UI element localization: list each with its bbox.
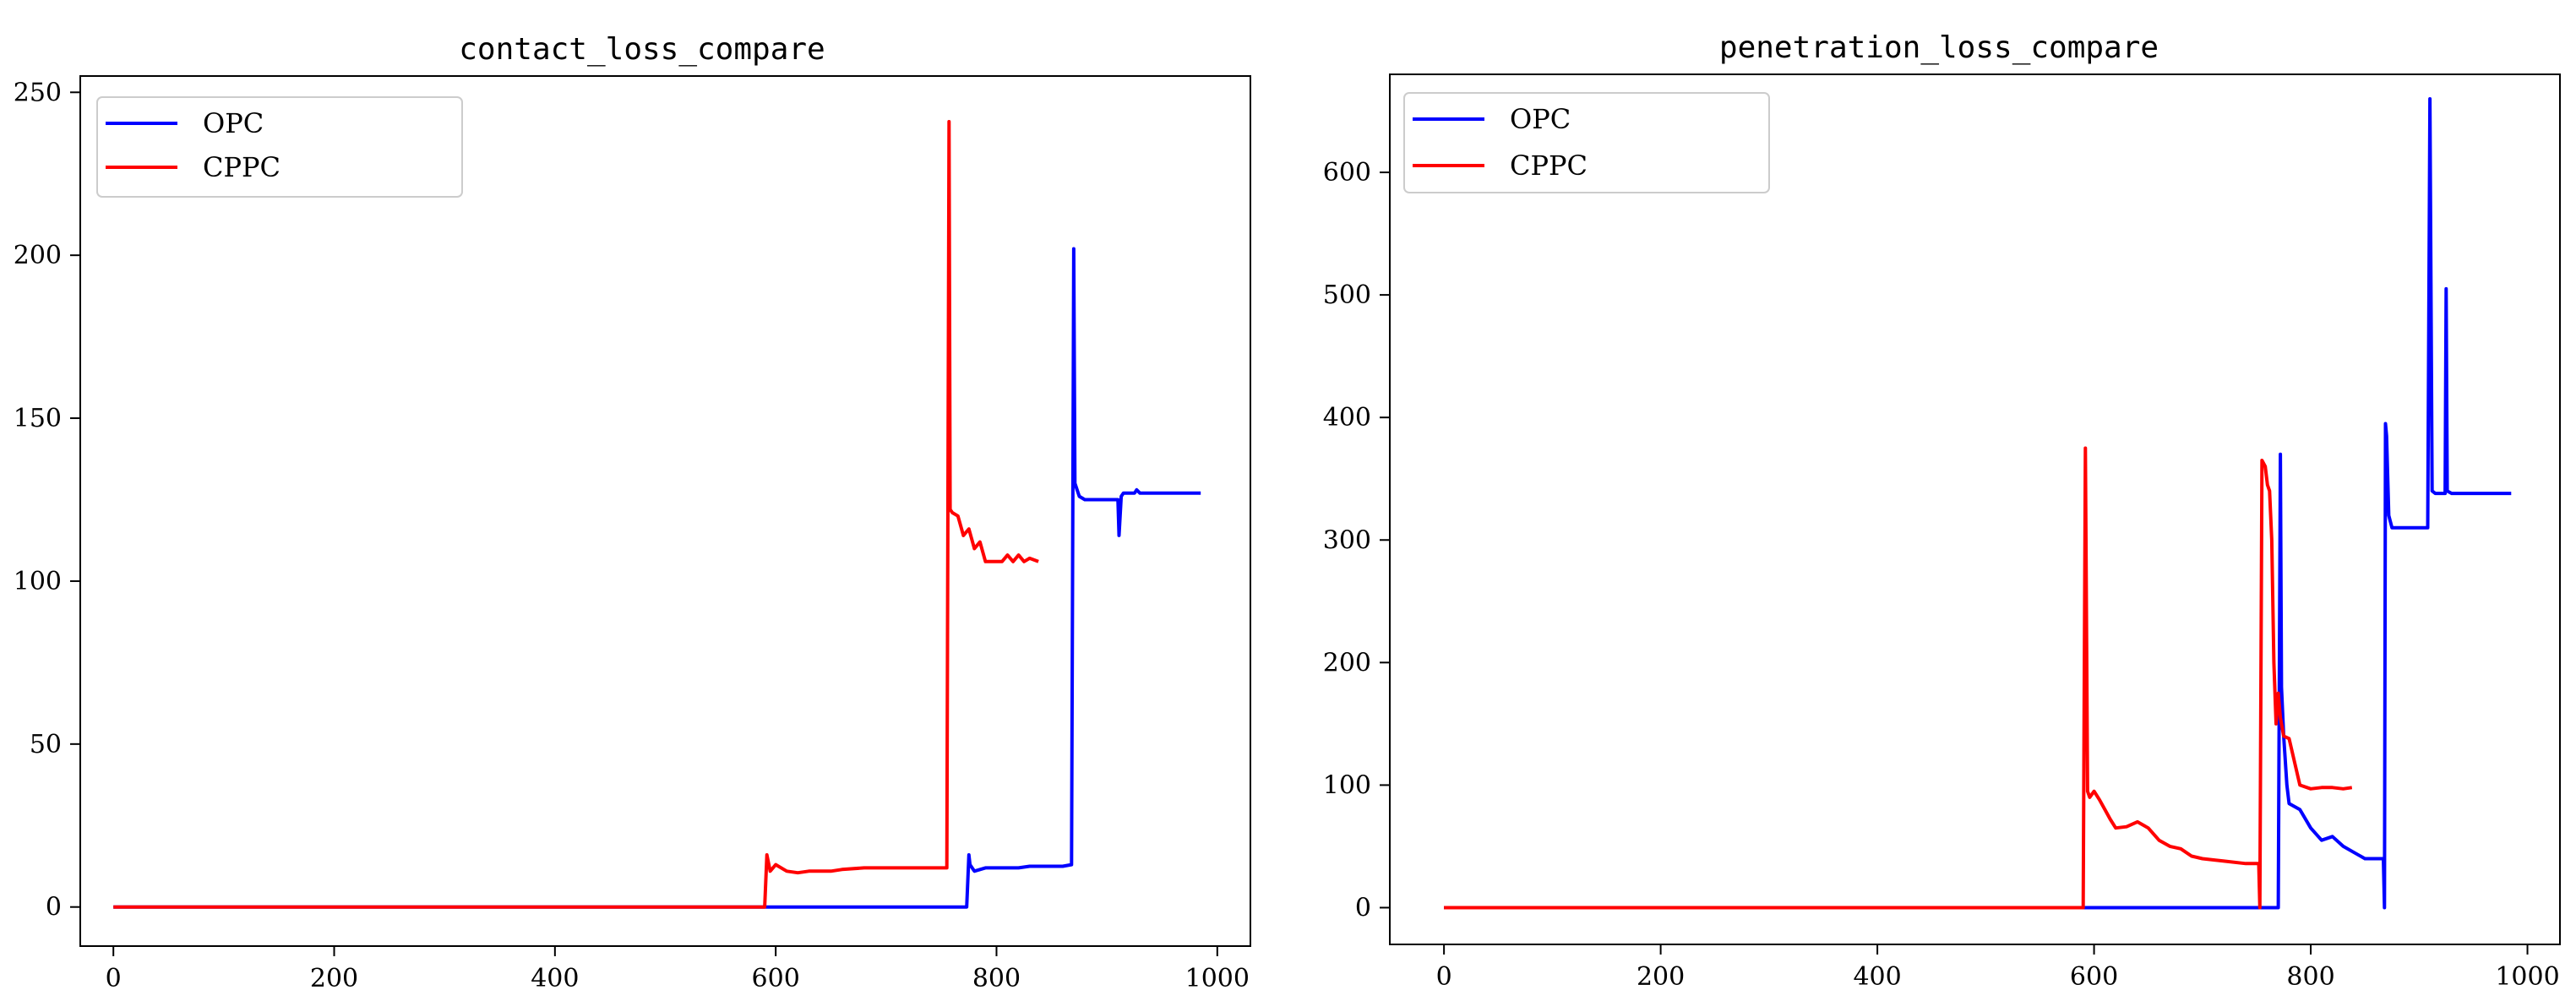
penetration-loss-chart: penetration_loss_compare 0 200 400 600 800 10…	[1323, 30, 2561, 992]
series-lines	[113, 120, 1201, 909]
series-line-cppc	[113, 120, 1039, 909]
x-tick-label: 0	[1436, 962, 1452, 992]
y-tick-label: 600	[1323, 158, 1371, 188]
x-tick-label: 200	[1637, 962, 1685, 992]
chart-title: penetration_loss_compare	[1719, 30, 2159, 65]
x-tick-label: 600	[752, 964, 800, 993]
x-tick-label: 800	[972, 964, 1021, 993]
legend-label-opc: OPC	[203, 107, 264, 139]
y-tick-label: 100	[14, 567, 62, 596]
x-tick-label: 1000	[1185, 964, 1250, 993]
x-tick-label: 0	[106, 964, 122, 993]
contact-loss-chart: contact_loss_compare 0 200 400 600 800 1000 0 5…	[14, 32, 1251, 993]
series-lines	[1444, 97, 2512, 910]
legend: OPC CPPC	[96, 96, 463, 198]
y-tick-label: 500	[1323, 280, 1371, 310]
legend-label-cppc: CPPC	[203, 151, 280, 183]
y-tick-label: 0	[46, 893, 62, 922]
y-tick-label: 200	[14, 241, 62, 270]
x-tick-label: 400	[1853, 962, 1901, 992]
legend: OPC CPPC	[1403, 92, 1770, 193]
plot-frame	[1389, 73, 2561, 945]
chart-title: contact_loss_compare	[459, 32, 825, 67]
y-tick-label: 0	[1355, 893, 1371, 922]
y-tick-label: 400	[1323, 403, 1371, 432]
y-tick-label: 200	[1323, 648, 1371, 677]
x-tick-label: 200	[310, 964, 358, 993]
y-tick-label: 50	[30, 730, 62, 759]
x-tick-label: 600	[2070, 962, 2118, 992]
legend-label-cppc: CPPC	[1510, 150, 1588, 182]
legend-box	[1403, 92, 1770, 193]
axis-ticks: 0 200 400 600 800 1000 0 50 100 150 200 250	[14, 78, 1250, 993]
y-tick-label: 100	[1323, 770, 1371, 800]
axis-ticks: 0 200 400 600 800 1000 0 100 200 300 400 500 600	[1323, 158, 2560, 992]
x-tick-label: 800	[2286, 962, 2334, 992]
x-tick-label: 400	[531, 964, 579, 993]
x-tick-label: 1000	[2495, 962, 2559, 992]
series-line-opc	[113, 247, 1201, 909]
legend-box	[96, 96, 463, 198]
y-tick-label: 300	[1323, 525, 1371, 555]
y-tick-label: 150	[14, 404, 62, 433]
legend-label-opc: OPC	[1510, 103, 1571, 135]
series-line-cppc	[1444, 446, 2353, 910]
plot-frame	[79, 75, 1251, 947]
y-tick-label: 250	[14, 78, 62, 107]
series-line-opc	[1444, 97, 2512, 910]
